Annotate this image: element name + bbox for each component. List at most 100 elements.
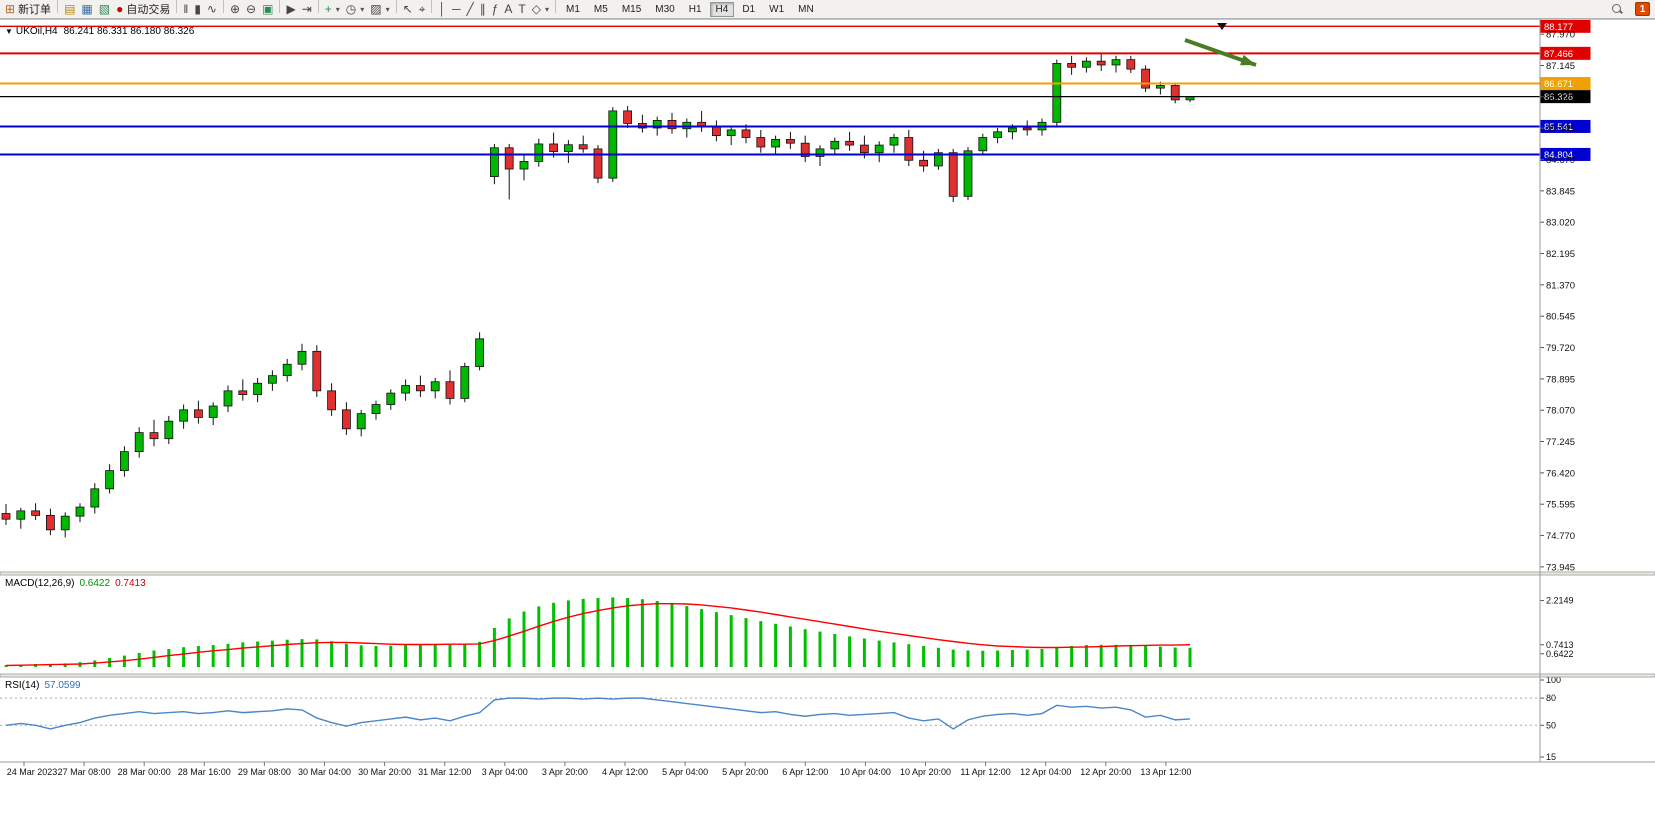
svg-text:86.326: 86.326 bbox=[1544, 92, 1573, 103]
svg-text:85.541: 85.541 bbox=[1544, 122, 1573, 133]
crosshair-icon: ⌖ bbox=[418, 2, 426, 17]
svg-text:3 Apr 04:00: 3 Apr 04:00 bbox=[482, 767, 528, 777]
rsi-level-lines bbox=[0, 697, 1540, 726]
timeframe-m1-button[interactable]: M1 bbox=[560, 2, 586, 17]
chart-candles-icon: ▮ bbox=[194, 2, 201, 17]
zoom-in-icon: ⊕ bbox=[229, 2, 241, 17]
rsi-axis[interactable]: 100 80 50 15 bbox=[1540, 675, 1561, 762]
period-button[interactable]: ◷ ▾ bbox=[343, 1, 368, 18]
time-axis[interactable]: 24 Mar 2023 27 Mar 08:00 28 Mar 00:00 28 Ma… bbox=[7, 762, 1192, 777]
svg-text:75.595: 75.595 bbox=[1546, 500, 1575, 511]
chart-canvas[interactable]: 88.17787.46686.67186.32685.54184.80487.9… bbox=[0, 19, 1655, 824]
data-window-button[interactable]: ▦ bbox=[78, 1, 95, 18]
timeframe-m5-button[interactable]: M5 bbox=[588, 2, 614, 17]
zoom-out-icon: ⊖ bbox=[246, 2, 257, 17]
svg-text:86.671: 86.671 bbox=[1544, 79, 1573, 90]
zoom-in-button[interactable]: ⊕ bbox=[227, 1, 243, 18]
chart-line-icon: ∿ bbox=[206, 2, 217, 17]
rsi-plot bbox=[5, 697, 1191, 730]
price-tag bbox=[1540, 19, 1591, 33]
fibonacci-button[interactable]: ƒ bbox=[489, 1, 502, 18]
timeframe-mn-button[interactable]: MN bbox=[792, 2, 820, 17]
timeframe-h4-button[interactable]: H4 bbox=[709, 1, 735, 17]
notification-badge[interactable]: 1 bbox=[1635, 2, 1650, 16]
svg-text:84.804: 84.804 bbox=[1544, 150, 1573, 161]
text-button[interactable]: A bbox=[501, 1, 515, 18]
chart-shift-button[interactable]: ⇥ bbox=[299, 1, 315, 18]
chevron-down-icon: ▾ bbox=[385, 4, 390, 14]
timeframe-h1-button[interactable]: H1 bbox=[683, 2, 708, 17]
svg-text:76.420: 76.420 bbox=[1546, 468, 1575, 479]
horizontal-line-icon: ─ bbox=[451, 2, 461, 17]
price-tag bbox=[1540, 90, 1591, 104]
svg-text:29 Mar 08:00: 29 Mar 08:00 bbox=[238, 767, 291, 777]
svg-text:28 Mar 16:00: 28 Mar 16:00 bbox=[178, 767, 231, 777]
cursor-icon: ↖ bbox=[402, 2, 413, 17]
templates-button[interactable]: ▨ ▾ bbox=[367, 1, 392, 18]
auto-scroll-button[interactable]: ▶ bbox=[283, 1, 298, 18]
channel-button[interactable]: ∥ bbox=[477, 1, 489, 18]
cursor-button[interactable]: ↖ bbox=[400, 1, 416, 18]
chart-line-button[interactable]: ∿ bbox=[204, 1, 220, 18]
macd-plot bbox=[4, 597, 1192, 667]
text-label-icon: T bbox=[518, 2, 526, 17]
data-window-icon: ▦ bbox=[81, 2, 93, 17]
svg-text:50: 50 bbox=[1546, 720, 1556, 730]
arrows-button[interactable]: ◇ ▾ bbox=[529, 1, 552, 18]
svg-text:74.770: 74.770 bbox=[1546, 531, 1575, 542]
new-chart-button[interactable]: + ▾ bbox=[322, 1, 343, 18]
chart-bars-button[interactable]: ‖ bbox=[180, 1, 191, 18]
crosshair-button[interactable]: ⌖ bbox=[416, 1, 429, 18]
horizontal-price-lines[interactable] bbox=[0, 25, 1540, 156]
rsi-value: 57.0599 bbox=[44, 680, 81, 691]
trend-arrow-annotation[interactable] bbox=[1184, 38, 1258, 70]
macd-signal-value: 0.7413 bbox=[115, 578, 146, 589]
auto-scroll-icon: ▶ bbox=[286, 2, 296, 17]
toolbar-separator bbox=[317, 0, 319, 14]
timeframe-m15-button[interactable]: M15 bbox=[616, 2, 647, 17]
navigator-button[interactable]: ▧ bbox=[96, 1, 113, 18]
svg-text:79.720: 79.720 bbox=[1546, 343, 1575, 354]
svg-text:87.145: 87.145 bbox=[1546, 61, 1575, 72]
search-icon[interactable] bbox=[1611, 3, 1624, 16]
timeframe-w1-button[interactable]: W1 bbox=[763, 2, 790, 17]
macd-panel-divider[interactable] bbox=[0, 571, 1655, 576]
rsi-panel-divider[interactable] bbox=[0, 673, 1655, 678]
svg-text:87.970: 87.970 bbox=[1546, 30, 1575, 41]
macd-value: 0.6422 bbox=[79, 578, 111, 589]
toolbar-separator bbox=[279, 0, 281, 14]
svg-text:0.6422: 0.6422 bbox=[1546, 649, 1574, 659]
svg-text:73.945: 73.945 bbox=[1546, 562, 1575, 573]
collapse-panel-icon[interactable]: ▼ bbox=[5, 27, 13, 36]
trendline-button[interactable]: ╱ bbox=[463, 1, 476, 18]
svg-text:12 Apr 04:00: 12 Apr 04:00 bbox=[1020, 767, 1071, 777]
price-tag bbox=[1540, 147, 1591, 161]
tile-windows-button[interactable]: ▣ bbox=[259, 1, 276, 18]
svg-text:82.195: 82.195 bbox=[1546, 249, 1575, 260]
svg-text:83.020: 83.020 bbox=[1546, 218, 1575, 229]
horizontal-line-button[interactable]: ─ bbox=[449, 1, 464, 18]
timeframe-m30-button[interactable]: M30 bbox=[649, 2, 680, 17]
main-toolbar: ⊞ 新订单 ▤ ▦ ▧ ● 自动交易 ‖ ▮ ∿ ⊕ ⊖ ▣ ▶ ⇥ + ▾ ◷ ▾ ▨ ▾ ↖ ⌖ │ ─ ╱ ∥ ƒ A T ◇ ▾ M1… bbox=[0, 0, 1655, 19]
text-label-button[interactable]: T bbox=[515, 1, 528, 18]
auto-trading-label: 自动交易 bbox=[126, 4, 171, 17]
svg-text:13 Apr 12:00: 13 Apr 12:00 bbox=[1140, 767, 1191, 777]
chart-shift-icon: ⇥ bbox=[301, 2, 312, 17]
svg-text:2.2149: 2.2149 bbox=[1546, 596, 1574, 606]
chart-candles-button[interactable]: ▮ bbox=[191, 1, 204, 18]
zoom-out-button[interactable]: ⊖ bbox=[243, 1, 259, 18]
svg-text:12 Apr 20:00: 12 Apr 20:00 bbox=[1080, 767, 1131, 777]
svg-text:80.545: 80.545 bbox=[1546, 312, 1575, 323]
new-order-label: 新订单 bbox=[18, 4, 52, 17]
new-order-button[interactable]: ⊞ 新订单 bbox=[2, 1, 54, 18]
new-order-icon: ⊞ bbox=[5, 2, 16, 17]
timeframe-button-group: M1 M5 M15 M30 H1 H4 D1 W1 MN bbox=[559, 1, 821, 17]
vertical-line-button[interactable]: │ bbox=[435, 1, 449, 18]
svg-text:83.845: 83.845 bbox=[1546, 186, 1575, 197]
auto-trading-button[interactable]: ● 自动交易 bbox=[113, 1, 173, 18]
price-axis[interactable]: 87.970 87.145 86.320 85.495 84.670 83.845 83.0… bbox=[1540, 30, 1575, 574]
timeframe-d1-button[interactable]: D1 bbox=[736, 2, 761, 17]
panel-borders bbox=[0, 19, 1655, 763]
market-watch-button[interactable]: ▤ bbox=[61, 1, 78, 18]
